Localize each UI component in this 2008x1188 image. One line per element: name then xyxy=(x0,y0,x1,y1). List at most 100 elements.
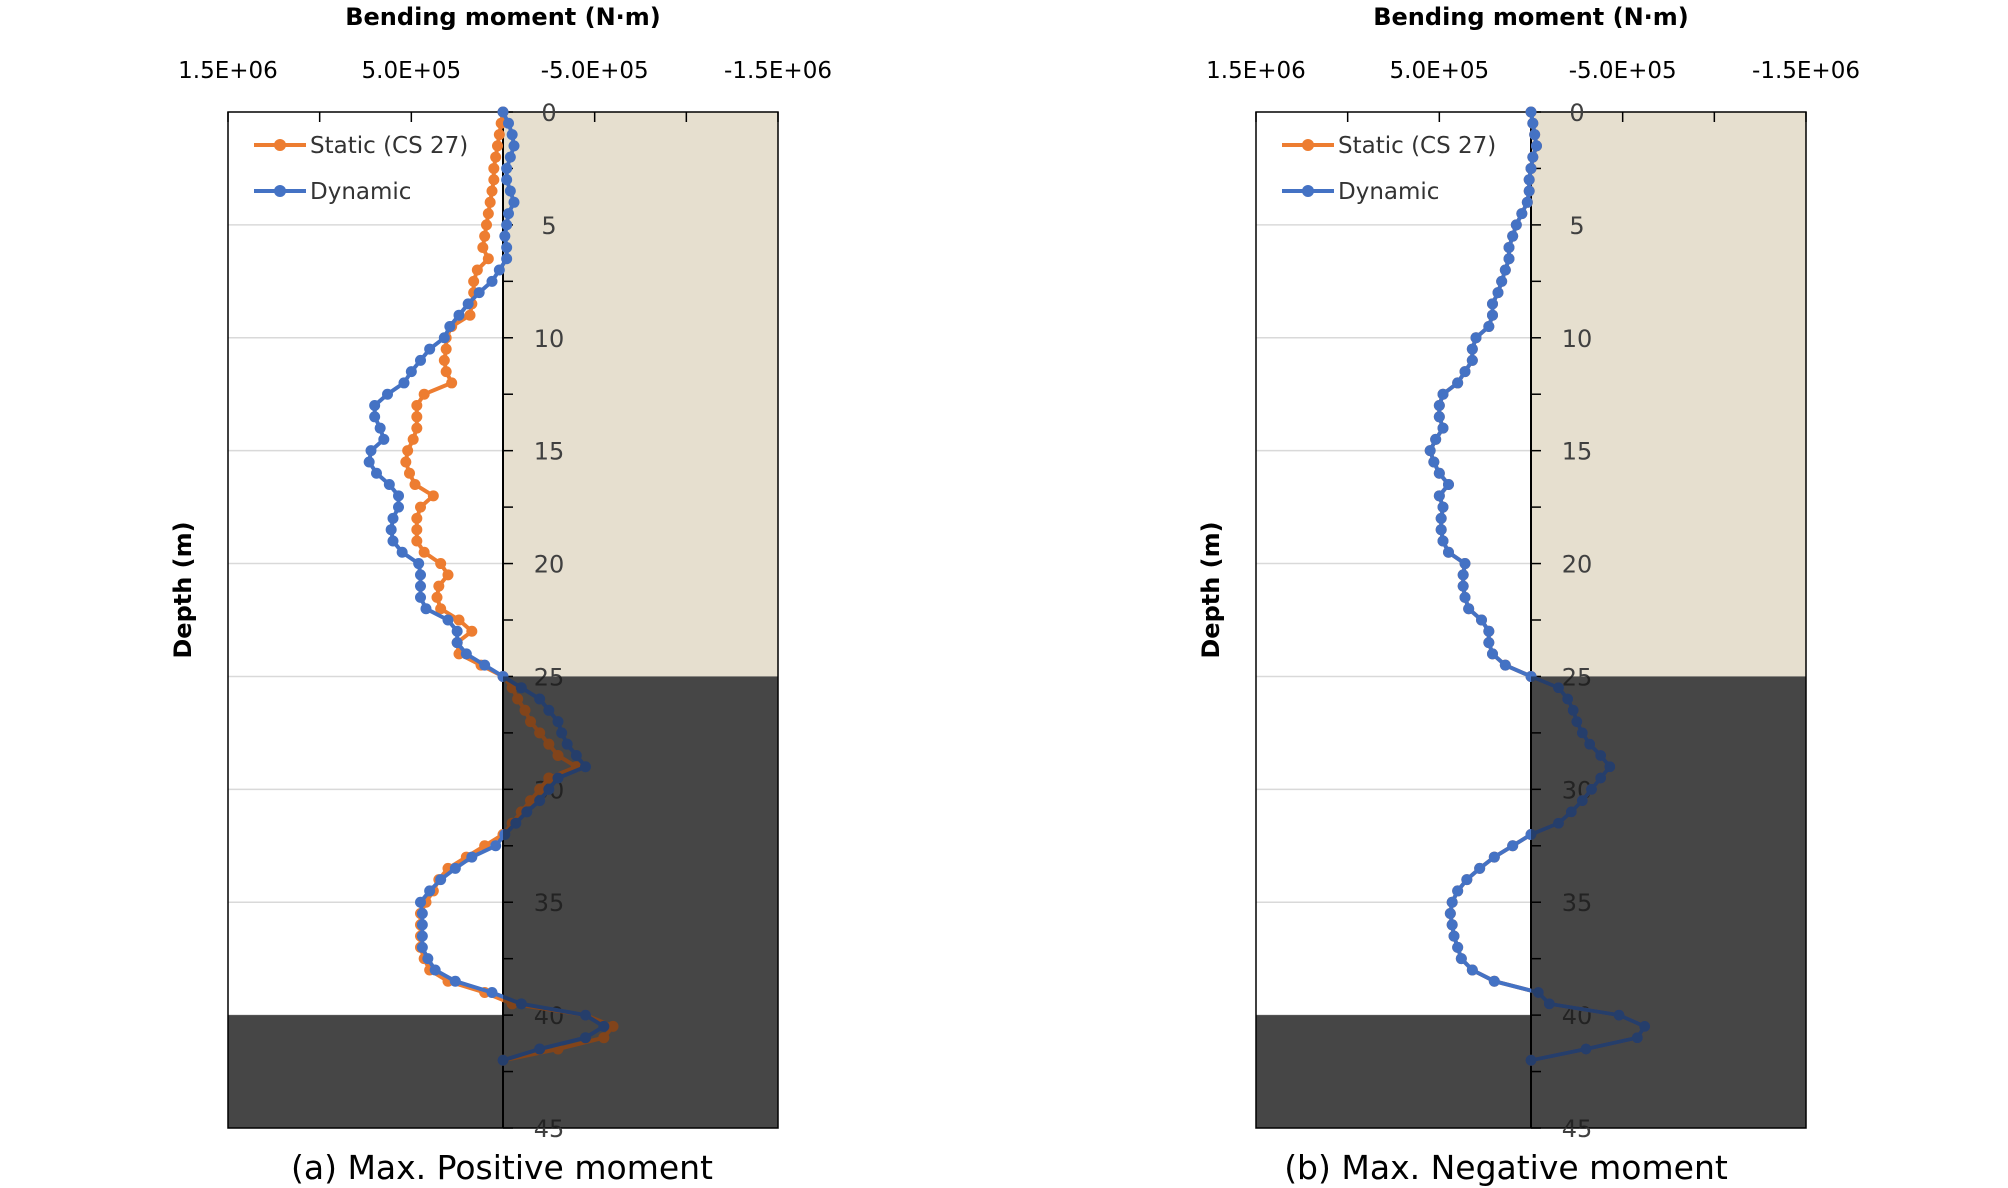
data-point xyxy=(1525,106,1537,118)
data-point xyxy=(1516,208,1528,220)
data-point xyxy=(442,569,454,581)
caption-a: (a) Max. Positive moment xyxy=(290,1148,713,1187)
data-point xyxy=(499,230,511,242)
data-point xyxy=(1437,422,1449,434)
data-point xyxy=(580,1032,591,1044)
data-point xyxy=(420,603,432,615)
data-point xyxy=(486,987,498,999)
data-point xyxy=(1576,795,1588,807)
data-point xyxy=(1527,151,1539,163)
data-point xyxy=(1499,659,1511,671)
data-point xyxy=(515,998,527,1010)
x-tick-label: -1.5E+06 xyxy=(1752,58,1860,84)
data-point xyxy=(1521,196,1533,208)
data-point xyxy=(1487,309,1498,321)
data-point xyxy=(580,761,591,773)
data-point xyxy=(460,648,472,660)
y-tick-label: 25 xyxy=(1562,663,1593,691)
y-tick-label: 5 xyxy=(1569,212,1584,240)
data-point xyxy=(369,411,381,423)
data-point xyxy=(1476,614,1487,626)
data-point xyxy=(1523,185,1535,197)
data-point xyxy=(493,264,505,276)
data-point xyxy=(1525,670,1537,682)
data-point xyxy=(382,388,393,400)
data-point xyxy=(1507,840,1519,852)
data-point xyxy=(449,975,461,987)
soil-overlay xyxy=(228,1015,503,1128)
data-point xyxy=(1437,535,1449,547)
data-point xyxy=(1529,129,1541,141)
data-point xyxy=(493,129,505,141)
data-point xyxy=(488,162,500,174)
data-point xyxy=(371,467,382,479)
soil-layer-2 xyxy=(228,1015,503,1128)
data-point xyxy=(479,659,491,671)
data-point xyxy=(598,1020,610,1032)
data-point xyxy=(411,422,423,434)
data-point xyxy=(422,953,434,965)
data-point xyxy=(387,535,399,547)
data-point xyxy=(1455,953,1467,965)
data-point xyxy=(1507,230,1519,242)
data-point xyxy=(393,501,404,513)
data-point xyxy=(453,309,465,321)
data-point xyxy=(393,490,404,502)
data-point xyxy=(435,603,447,615)
data-point xyxy=(1553,817,1564,829)
x-tick-label: -1.5E+06 xyxy=(724,58,832,84)
y-tick-label: 35 xyxy=(1562,889,1593,917)
legend-label: Static (CS 27) xyxy=(310,133,468,159)
data-point xyxy=(1527,117,1539,129)
y-tick-label: 20 xyxy=(1562,551,1593,579)
soil-layer-2 xyxy=(1256,1015,1531,1128)
data-point xyxy=(1457,580,1469,592)
data-point xyxy=(512,693,524,705)
data-point xyxy=(515,682,527,694)
data-point xyxy=(1613,1009,1625,1021)
data-point xyxy=(534,727,546,739)
data-point xyxy=(482,208,494,220)
y-tick-label: 25 xyxy=(534,663,565,691)
y-axis-title: Depth (m) xyxy=(1197,521,1225,658)
data-point xyxy=(1446,896,1458,908)
data-point xyxy=(1510,219,1522,231)
caption-b: (b) Max. Negative moment xyxy=(1284,1148,1728,1187)
data-point xyxy=(561,738,573,750)
data-point xyxy=(1499,264,1511,276)
data-point xyxy=(492,140,503,152)
data-point xyxy=(385,524,397,536)
data-point xyxy=(1525,1054,1537,1066)
soil-layer-0 xyxy=(503,112,778,677)
data-point xyxy=(1576,727,1588,739)
data-point xyxy=(1466,964,1478,976)
data-point xyxy=(398,377,410,389)
data-point xyxy=(1424,445,1436,457)
data-point xyxy=(471,264,483,276)
data-point xyxy=(486,185,498,197)
data-point xyxy=(440,366,452,378)
data-point xyxy=(435,874,447,886)
y-tick-label: 5 xyxy=(541,212,556,240)
data-point xyxy=(411,400,423,412)
data-point xyxy=(1459,366,1471,378)
data-point xyxy=(411,512,423,524)
data-point xyxy=(416,941,428,953)
chart-panel-a: 1.5E+06 5.0E+05 -5.0E+05 -1.5E+06 0 5 10 15 20 25… xyxy=(169,3,832,1187)
legend-swatch-marker xyxy=(1302,139,1314,151)
data-point xyxy=(1435,512,1447,524)
data-point xyxy=(607,1020,619,1032)
data-point xyxy=(438,332,450,344)
data-point xyxy=(482,253,494,265)
data-point xyxy=(534,1043,546,1055)
x-tick-label: 5.0E+05 xyxy=(1390,58,1490,84)
data-point xyxy=(369,400,381,412)
data-point xyxy=(1443,479,1454,491)
data-point xyxy=(438,354,450,366)
data-point xyxy=(1437,388,1449,400)
y-tick-label: 15 xyxy=(1562,438,1593,466)
data-point xyxy=(598,1032,610,1044)
data-point xyxy=(433,580,445,592)
data-point xyxy=(534,693,546,705)
data-point xyxy=(1433,400,1445,412)
